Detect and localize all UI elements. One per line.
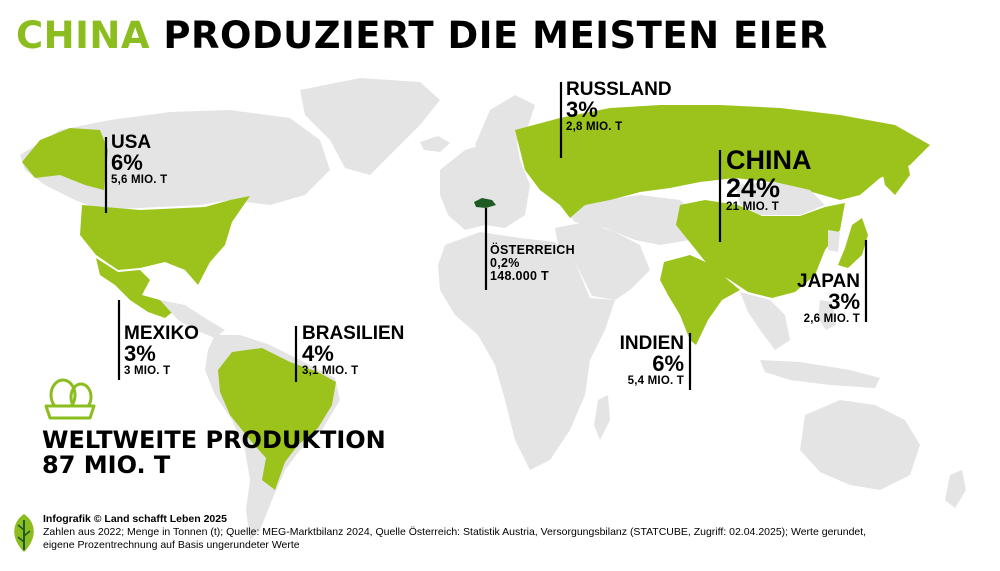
country-percent: 3%	[124, 341, 156, 367]
country-name: CHINA	[726, 145, 812, 175]
country-percent: 4%	[302, 341, 334, 367]
country-percent: 3%	[566, 97, 598, 123]
country-amount: 148.000 T	[490, 268, 549, 283]
country-percent: 6%	[652, 351, 684, 377]
land-schafft-leben-logo	[14, 514, 34, 552]
country-name: MEXIKO	[124, 323, 199, 344]
country-percent: 6%	[111, 150, 143, 176]
map-se-asia	[740, 292, 790, 350]
title-rest: PRODUZIERT DIE MEISTEN EIER	[150, 14, 828, 57]
map-indonesia	[760, 360, 880, 388]
footer-note-1: Zahlen aus 2022; Menge in Tonnen (t); Qu…	[43, 526, 867, 539]
footer-note-2: eigene Prozentrechnung auf Basis ungerun…	[43, 539, 300, 552]
country-amount: 3 MIO. T	[124, 364, 171, 377]
map-europe	[440, 132, 530, 230]
map-new-zealand	[945, 470, 966, 508]
map-india	[660, 255, 740, 345]
country-amount: 21 MIO. T	[726, 201, 779, 214]
country-name: JAPAN	[797, 271, 860, 292]
label-brasilien: BRASILIEN 4% 3,1 MIO. T	[302, 324, 404, 378]
country-percent: 3%	[828, 289, 860, 315]
map-russia	[515, 105, 930, 218]
map-iceland	[420, 136, 450, 152]
country-amount: 2,8 MIO. T	[566, 120, 623, 133]
map-middle-east	[555, 222, 650, 300]
country-name: ÖSTERREICH	[490, 243, 575, 257]
country-amount: 5,4 MIO. T	[627, 374, 684, 387]
country-percent: 24%	[726, 172, 781, 203]
map-central-america	[160, 300, 225, 338]
label-usa: USA 6% 5,6 MIO. T	[111, 133, 167, 187]
map-mongolia	[735, 182, 825, 215]
map-madagascar	[594, 395, 610, 440]
map-australia	[800, 400, 920, 490]
map-kamchatka	[880, 150, 910, 195]
footer: Infografik © Land schafft Leben 2025 Zah…	[43, 513, 993, 552]
country-name: RUSSLAND	[566, 79, 672, 100]
map-scandinavia	[475, 95, 535, 160]
label-indien: INDIEN 6% 5,4 MIO. T	[584, 334, 684, 388]
map-usa	[80, 196, 250, 285]
country-name: USA	[111, 132, 152, 153]
map-philippines	[818, 300, 836, 330]
world-production-label: WELTWEITE PRODUKTION	[42, 426, 386, 454]
map-mexico	[96, 258, 175, 318]
map-japan	[838, 218, 868, 268]
title-accent: CHINA	[16, 14, 150, 57]
page-title: CHINA PRODUZIERT DIE MEISTEN EIER	[16, 14, 828, 57]
country-amount: 3,1 MIO. T	[302, 364, 359, 377]
map-alaska	[22, 128, 108, 190]
footer-credit: Infografik © Land schafft Leben 2025	[43, 513, 227, 525]
country-amount: 2,6 MIO. T	[803, 312, 860, 325]
map-china	[676, 200, 845, 298]
country-percent: 0,2%	[490, 255, 520, 270]
world-production: WELTWEITE PRODUKTION 87 MIO. T	[42, 426, 386, 480]
map-korea	[828, 230, 840, 252]
map-africa	[438, 232, 615, 470]
map-greenland	[300, 78, 440, 175]
eggs-icon	[44, 378, 96, 420]
country-amount: 5,6 MIO. T	[111, 173, 168, 186]
map-brazil	[218, 348, 336, 490]
label-oesterreich: ÖSTERREICH 0,2% 148.000 T	[490, 244, 575, 282]
label-japan: JAPAN 3% 2,6 MIO. T	[760, 272, 860, 326]
label-china: CHINA 24% 21 MIO. T	[726, 145, 812, 214]
map-austria	[474, 198, 496, 208]
country-name: INDIEN	[619, 333, 684, 354]
label-russland: RUSSLAND 3% 2,8 MIO. T	[566, 80, 672, 134]
map-central-asia	[560, 195, 700, 245]
label-mexiko: MEXIKO 3% 3 MIO. T	[124, 324, 199, 378]
country-name: BRASILIEN	[302, 323, 405, 344]
world-production-value: 87 MIO. T	[42, 451, 171, 480]
